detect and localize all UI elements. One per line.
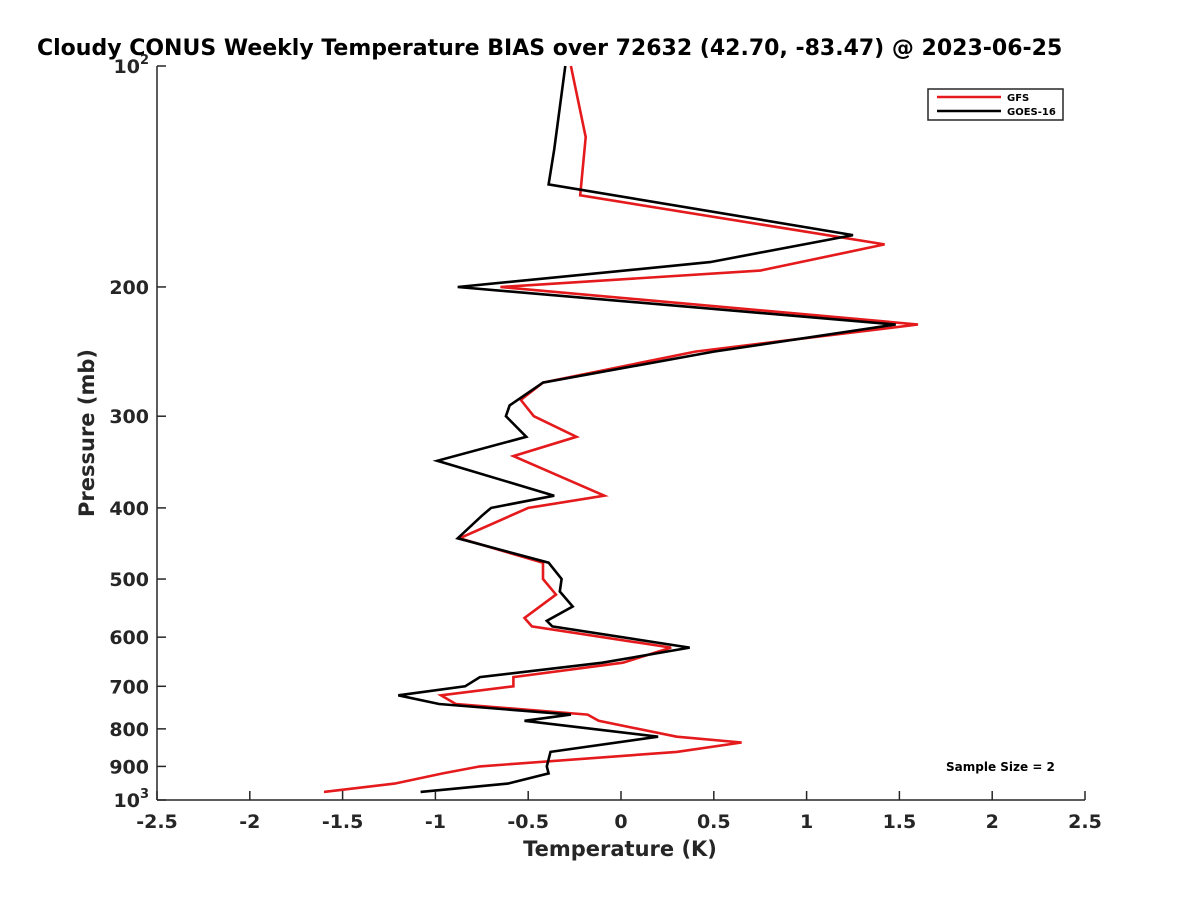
chart-title: Cloudy CONUS Weekly Temperature BIAS ove… — [37, 36, 1062, 61]
y-tick-base: 10 — [114, 56, 140, 78]
x-tick-label: 0.5 — [697, 811, 731, 833]
y-tick-exponent: 2 — [140, 53, 149, 68]
y-tick-base: 10 — [114, 790, 140, 812]
x-tick-label: -0.5 — [507, 811, 549, 833]
y-tick-label: 800 — [109, 719, 149, 741]
x-tick-label: -1 — [425, 811, 446, 833]
y-tick-base: 500 — [109, 569, 149, 591]
y-axis-label: Pressure (mb) — [75, 349, 99, 517]
y-tick-label: 300 — [109, 406, 149, 428]
y-tick-label: 900 — [109, 756, 149, 778]
y-tick-label: 102 — [114, 53, 150, 78]
y-tick-label: 600 — [109, 627, 149, 649]
legend-entry-label: GOES-16 — [1007, 107, 1056, 118]
x-tick-label: 1 — [800, 811, 813, 833]
y-tick-base: 200 — [109, 277, 149, 299]
x-tick-label: 0 — [614, 811, 627, 833]
series-line-goes-16 — [398, 65, 896, 794]
series-lines — [323, 65, 919, 794]
legend: GFS GOES-16 — [927, 88, 1064, 121]
sample-size-annotation: Sample Size = 2 — [946, 760, 1055, 774]
x-tick-label: -2 — [239, 811, 260, 833]
y-tick-base: 600 — [109, 627, 149, 649]
legend-box — [927, 88, 1064, 121]
x-axis-ticks: -2.5 -2 -1.5 -1 -0.5 0 0.5 1 1.5 2 2.5 — [136, 791, 1102, 833]
y-tick-label: 500 — [109, 569, 149, 591]
legend-entry-label: GFS — [1007, 93, 1029, 104]
series-line-gfs — [323, 65, 919, 794]
y-tick-base: 300 — [109, 406, 149, 428]
y-tick-label: 103 — [114, 787, 150, 812]
y-tick-base: 400 — [109, 498, 149, 520]
x-tick-label: 2.5 — [1068, 811, 1102, 833]
x-tick-label: -2.5 — [136, 811, 178, 833]
x-tick-label: -1.5 — [322, 811, 364, 833]
y-tick-exponent: 3 — [140, 787, 149, 802]
x-axis-label: Temperature (K) — [523, 837, 717, 861]
y-tick-label: 700 — [109, 676, 149, 698]
x-tick-label: 1.5 — [883, 811, 917, 833]
y-tick-base: 900 — [109, 756, 149, 778]
y-tick-base: 800 — [109, 719, 149, 741]
y-tick-label: 400 — [109, 498, 149, 520]
y-tick-base: 700 — [109, 676, 149, 698]
x-tick-label: 2 — [986, 811, 999, 833]
y-tick-label: 200 — [109, 277, 149, 299]
